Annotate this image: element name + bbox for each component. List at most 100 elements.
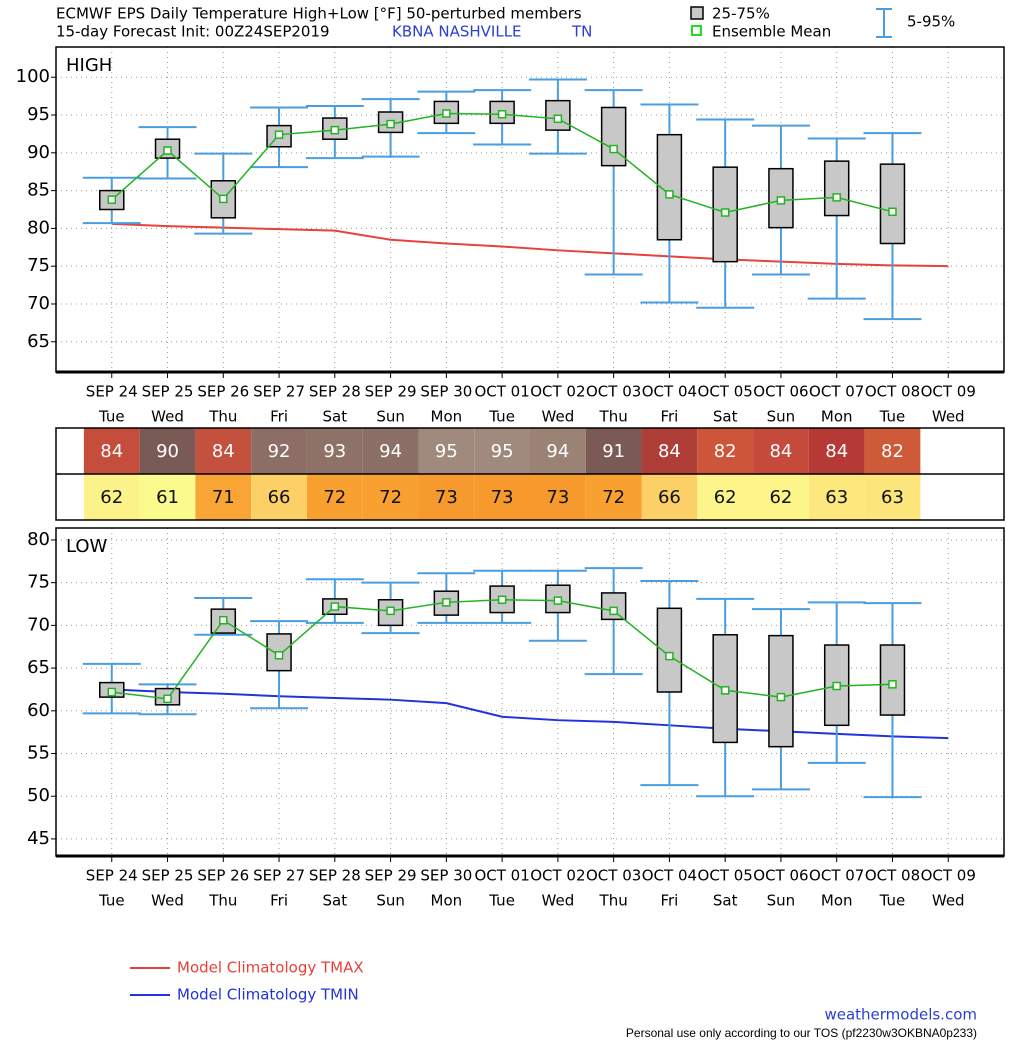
climatology-line	[111, 688, 949, 740]
table-cell	[306, 428, 363, 474]
mean-marker	[720, 208, 730, 217]
table-value: 63	[825, 487, 848, 508]
table-cell	[474, 428, 530, 474]
y-tick-label: 50	[27, 785, 50, 806]
table-cell	[251, 428, 307, 474]
x-tick-label: OCT 03	[586, 383, 641, 401]
table-cell	[864, 428, 921, 474]
table-cell	[697, 474, 754, 520]
weekday-label: Sun	[376, 892, 405, 910]
panel-title: LOW	[66, 536, 108, 557]
table-cell	[139, 474, 196, 520]
mean-marker	[107, 687, 117, 697]
table-value: 84	[769, 441, 792, 462]
table-cell	[251, 474, 307, 520]
table-value: 71	[212, 487, 235, 508]
table-cell	[195, 428, 252, 474]
mean-marker	[219, 616, 228, 625]
weekday-label: Thu	[208, 408, 237, 426]
weekday-label: Wed	[542, 892, 575, 910]
table-cell	[530, 428, 586, 474]
weekday-label: Thu	[599, 408, 628, 426]
table-value: 82	[881, 441, 904, 462]
mean-marker	[497, 110, 507, 119]
weekday-label: Fri	[660, 892, 678, 910]
legend-box: 25-75%	[712, 5, 770, 23]
table-value: 93	[323, 441, 346, 462]
weekday-label: Wed	[932, 892, 965, 910]
table-value: 90	[156, 441, 179, 462]
legend-box-icon	[690, 6, 704, 20]
mean-marker	[163, 694, 172, 704]
table-value: 62	[714, 487, 737, 508]
weekday-label: Sun	[376, 408, 405, 426]
table-value: 92	[268, 441, 291, 462]
weekday-label: Sat	[323, 408, 348, 426]
x-tick-label: OCT 04	[642, 867, 697, 885]
box	[823, 160, 850, 217]
table-cell	[808, 474, 865, 520]
mean-marker	[442, 109, 451, 118]
mean-marker	[888, 207, 897, 217]
x-tick-label: OCT 02	[530, 867, 585, 885]
mean-marker	[832, 681, 841, 691]
x-tick-label: OCT 08	[865, 867, 920, 885]
weekday-label: Thu	[208, 892, 237, 910]
mean-marker	[497, 595, 507, 604]
plot-frame	[55, 46, 1005, 373]
table-value: 63	[881, 487, 904, 508]
table-cell	[808, 428, 865, 474]
y-tick-label: 55	[27, 743, 50, 764]
mean-marker	[665, 651, 674, 661]
weekday-label: Fri	[660, 408, 678, 426]
table-cell	[585, 428, 642, 474]
mean-marker	[776, 692, 786, 702]
table-cell	[753, 474, 809, 520]
mean-marker	[330, 125, 340, 135]
legend-tmax: Model Climatology TMAX	[177, 959, 364, 977]
weekday-label: Mon	[431, 408, 463, 426]
panel-title: HIGH	[66, 55, 112, 76]
x-tick-label: SEP 30	[420, 383, 472, 401]
table-value: 61	[156, 487, 179, 508]
mean-marker	[274, 651, 284, 660]
box	[600, 592, 627, 621]
weekday-label: Sat	[323, 892, 348, 910]
x-tick-label: SEP 25	[142, 383, 194, 401]
mean-marker	[609, 144, 618, 154]
table-cell	[139, 428, 196, 474]
y-tick-label: 65	[27, 331, 50, 352]
mean-marker	[442, 598, 451, 607]
x-tick-label: OCT 04	[642, 383, 697, 401]
x-tick-label: SEP 26	[197, 867, 249, 885]
table-cell	[362, 428, 419, 474]
y-tick-label: 100	[16, 66, 50, 87]
table-value: 62	[100, 487, 123, 508]
mean-marker	[553, 596, 563, 605]
table-cell	[474, 474, 530, 520]
y-tick-label: 75	[27, 255, 50, 276]
table-cell	[641, 428, 698, 474]
legend-mean: Ensemble Mean	[712, 23, 831, 41]
table-value: 91	[602, 441, 625, 462]
x-tick-label: OCT 07	[809, 383, 864, 401]
weekday-label: Tue	[488, 892, 515, 910]
x-tick-label: OCT 09	[921, 867, 976, 885]
init: 15-day Forecast Init: 00Z24SEP2019	[56, 23, 330, 41]
weekday-label: Sat	[713, 408, 738, 426]
table-cell	[418, 428, 475, 474]
table-cell	[83, 474, 140, 520]
x-tick-label: SEP 25	[142, 867, 194, 885]
x-tick-label: OCT 05	[698, 383, 753, 401]
weekday-label: Thu	[599, 892, 628, 910]
weekday-label: Sun	[767, 892, 796, 910]
y-tick-label: 65	[27, 657, 50, 678]
mean-marker	[386, 606, 395, 616]
x-tick-label: OCT 03	[586, 867, 641, 885]
mean-marker	[330, 602, 340, 611]
y-tick-label: 70	[27, 614, 50, 635]
x-tick-label: SEP 27	[253, 383, 305, 401]
station: KBNA NASHVILLE	[392, 23, 522, 41]
x-tick-label: SEP 28	[309, 867, 361, 885]
table-value: 62	[769, 487, 792, 508]
